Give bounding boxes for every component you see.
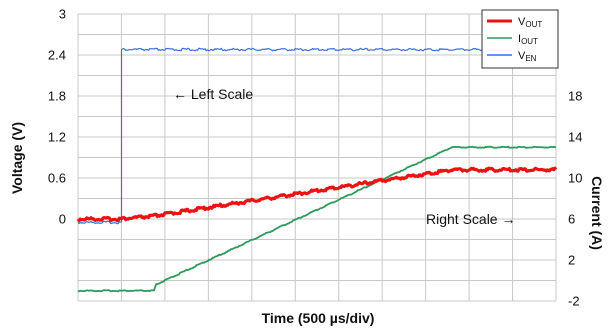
y-tick-label-right: 10 — [568, 171, 582, 186]
series-layer — [78, 48, 556, 291]
y-tick-label-left: 1.2 — [48, 130, 66, 145]
series-line-ven — [78, 48, 556, 223]
left-scale-annotation: ← Left Scale — [173, 86, 253, 102]
y-tick-label-left: 3 — [59, 7, 66, 22]
y-tick-label-left: 2.4 — [48, 48, 66, 63]
y-axis-label-right: Current (A) — [589, 176, 605, 250]
y-tick-label-left: 0 — [59, 212, 66, 227]
y-tick-label-left: 1.8 — [48, 89, 66, 104]
y-tick-label-left: 0.6 — [48, 171, 66, 186]
x-axis-label: Time (500 µs/div) — [262, 310, 375, 326]
y-tick-label-right: 18 — [568, 89, 582, 104]
y-tick-label-right: -2 — [568, 294, 580, 309]
y-axis-label-left: Voltage (V) — [9, 122, 25, 194]
y-tick-label-right: 14 — [568, 130, 582, 145]
y-tick-label-right: 6 — [568, 212, 575, 227]
y-tick-label-right: 2 — [568, 253, 575, 268]
right-scale-annotation: Right Scale → — [426, 211, 515, 227]
